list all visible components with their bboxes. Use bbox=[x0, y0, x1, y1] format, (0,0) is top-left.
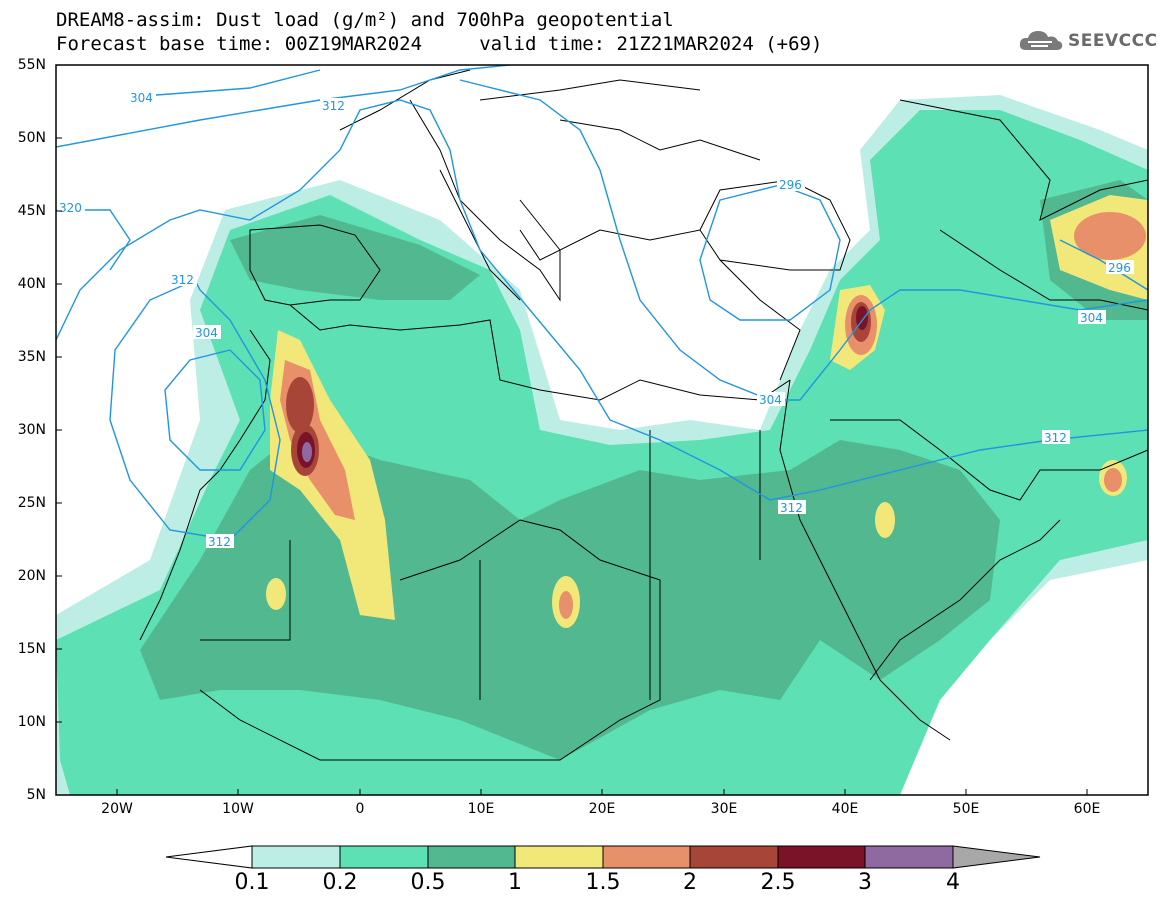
seevccc-logo: SEEVCCC bbox=[1018, 28, 1158, 54]
lat-label: 55N bbox=[17, 57, 46, 73]
lat-label: 50N bbox=[17, 130, 46, 146]
lat-label: 15N bbox=[17, 641, 46, 657]
dust-region-dense bbox=[230, 215, 480, 300]
map-title: DREAM8-assim: Dust load (g/m²) and 700hP… bbox=[56, 9, 674, 31]
colorbar-label: 4 bbox=[946, 870, 960, 895]
contour-label: 304 bbox=[130, 91, 153, 105]
lon-label: 20E bbox=[588, 801, 616, 817]
lat-label: 5N bbox=[26, 787, 46, 803]
lon-label: 10E bbox=[467, 801, 495, 817]
contour-label: 312 bbox=[322, 99, 345, 113]
cloud-logo-icon bbox=[1019, 31, 1063, 50]
colorbar-label: 2.5 bbox=[760, 870, 796, 895]
lon-label: 40E bbox=[831, 801, 859, 817]
dust-hotspot bbox=[1074, 212, 1146, 260]
forecast-time-subtitle: Forecast base time: 00Z19MAR2024 valid t… bbox=[56, 33, 823, 55]
contour-label: 312 bbox=[780, 501, 803, 515]
contour-label: 312 bbox=[1044, 431, 1067, 445]
lat-label: 35N bbox=[17, 349, 46, 365]
lon-label: 20W bbox=[101, 801, 133, 817]
dust-hotspot bbox=[302, 442, 312, 462]
lon-label: 30E bbox=[710, 801, 738, 817]
contour-label: 304 bbox=[759, 393, 782, 407]
contour-label: 296 bbox=[779, 178, 802, 192]
colorbar-label: 3 bbox=[858, 870, 872, 895]
contour-label: 304 bbox=[195, 326, 218, 340]
logo-text: SEEVCCC bbox=[1068, 31, 1158, 51]
contour-label: 312 bbox=[208, 535, 231, 549]
axis-ticks bbox=[56, 64, 1088, 795]
lat-label: 40N bbox=[17, 276, 46, 292]
contour-label: 320 bbox=[59, 201, 82, 215]
contour-label: 304 bbox=[1080, 311, 1103, 325]
dust-hotspot bbox=[559, 591, 573, 619]
dust-hotspot bbox=[286, 377, 314, 433]
lat-label: 30N bbox=[17, 422, 46, 438]
dust-hotspot bbox=[875, 502, 895, 538]
colorbar bbox=[165, 845, 1041, 869]
lon-label: 10W bbox=[222, 801, 254, 817]
dust-hotspot bbox=[1104, 468, 1122, 492]
dust-hotspot bbox=[266, 578, 286, 610]
contour-label: 312 bbox=[171, 273, 194, 287]
lon-label: 60E bbox=[1073, 801, 1101, 817]
lat-label: 25N bbox=[17, 495, 46, 511]
lon-label: 50E bbox=[952, 801, 980, 817]
lat-label: 45N bbox=[17, 203, 46, 219]
lat-label: 20N bbox=[17, 568, 46, 584]
coastlines bbox=[139, 69, 1148, 761]
colorbar-label: 1.5 bbox=[585, 870, 621, 895]
colorbar-label: 0.5 bbox=[410, 870, 446, 895]
colorbar-label: 2 bbox=[683, 870, 697, 895]
contour-label: 296 bbox=[1108, 261, 1131, 275]
colorbar-label: 0.2 bbox=[322, 870, 358, 895]
lon-label: 0 bbox=[355, 801, 365, 817]
lat-label: 10N bbox=[17, 714, 46, 730]
colorbar-label: 0.1 bbox=[234, 870, 270, 895]
colorbar-label: 1 bbox=[508, 870, 522, 895]
